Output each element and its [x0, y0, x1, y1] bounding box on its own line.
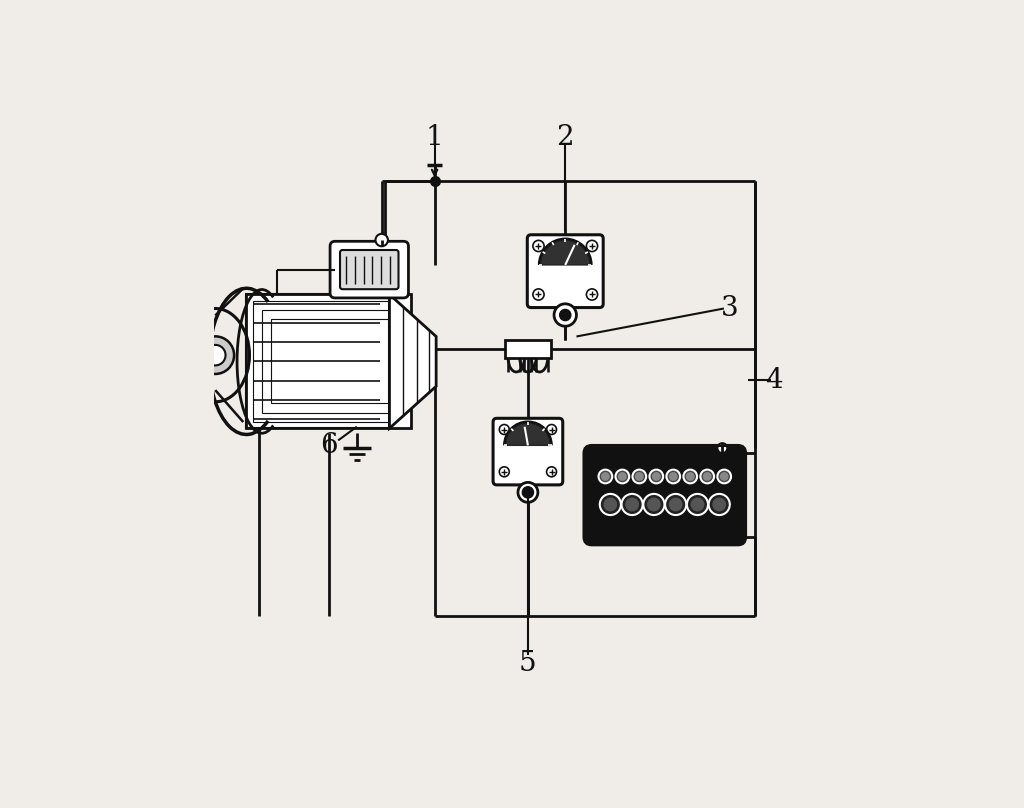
Circle shape: [683, 469, 697, 483]
Circle shape: [615, 469, 629, 483]
Circle shape: [647, 499, 660, 511]
Bar: [247, 294, 412, 428]
Circle shape: [718, 469, 731, 483]
Text: 1: 1: [426, 124, 443, 151]
Circle shape: [547, 467, 556, 477]
FancyBboxPatch shape: [505, 339, 551, 358]
Circle shape: [532, 240, 544, 251]
Wedge shape: [504, 422, 552, 445]
Circle shape: [686, 473, 694, 480]
Polygon shape: [389, 294, 436, 428]
Circle shape: [532, 289, 544, 300]
FancyBboxPatch shape: [527, 235, 603, 308]
Circle shape: [376, 234, 388, 246]
Text: 2: 2: [556, 124, 574, 151]
Circle shape: [691, 499, 703, 511]
Circle shape: [622, 494, 643, 515]
FancyBboxPatch shape: [494, 419, 563, 485]
Text: 3: 3: [721, 295, 739, 322]
Circle shape: [598, 469, 612, 483]
Wedge shape: [541, 240, 590, 265]
Circle shape: [626, 499, 638, 511]
Circle shape: [721, 473, 728, 480]
Circle shape: [500, 467, 509, 477]
Circle shape: [687, 494, 708, 515]
Circle shape: [643, 494, 665, 515]
Circle shape: [500, 424, 509, 435]
Bar: [247, 294, 389, 428]
Wedge shape: [506, 423, 550, 445]
Circle shape: [554, 304, 577, 326]
Wedge shape: [539, 239, 592, 265]
Circle shape: [718, 444, 727, 453]
Circle shape: [618, 473, 626, 480]
Circle shape: [652, 473, 660, 480]
Text: 6: 6: [321, 431, 338, 459]
Circle shape: [587, 289, 598, 300]
Circle shape: [522, 486, 534, 498]
Circle shape: [703, 473, 711, 480]
Circle shape: [547, 424, 556, 435]
Circle shape: [560, 309, 570, 321]
FancyBboxPatch shape: [585, 446, 745, 545]
Circle shape: [667, 469, 680, 483]
Circle shape: [600, 494, 621, 515]
FancyBboxPatch shape: [340, 250, 398, 289]
Circle shape: [649, 469, 664, 483]
Circle shape: [670, 499, 682, 511]
Circle shape: [633, 469, 646, 483]
Circle shape: [602, 473, 609, 480]
FancyBboxPatch shape: [330, 242, 409, 298]
Circle shape: [197, 336, 234, 374]
Circle shape: [713, 499, 725, 511]
Circle shape: [670, 473, 677, 480]
Circle shape: [604, 499, 616, 511]
Circle shape: [709, 494, 730, 515]
Text: 5: 5: [519, 650, 537, 676]
Circle shape: [587, 240, 598, 251]
Circle shape: [666, 494, 686, 515]
Circle shape: [205, 345, 225, 365]
Circle shape: [636, 473, 643, 480]
Circle shape: [700, 469, 714, 483]
Text: 4: 4: [765, 367, 782, 393]
Circle shape: [518, 482, 538, 503]
